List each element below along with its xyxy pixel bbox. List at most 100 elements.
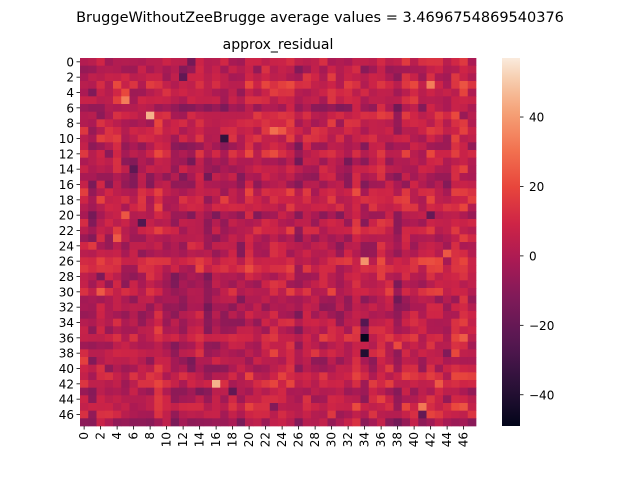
heatmap-cell bbox=[187, 203, 196, 212]
heatmap-cell bbox=[401, 364, 411, 373]
heatmap-cell bbox=[113, 403, 122, 412]
heatmap-cell bbox=[146, 219, 155, 228]
heatmap-cell bbox=[154, 280, 163, 289]
heatmap-cell bbox=[146, 234, 155, 243]
heatmap-cell bbox=[236, 387, 246, 396]
heatmap-cell bbox=[121, 326, 130, 335]
heatmap-cell bbox=[154, 88, 163, 97]
heatmap-cell bbox=[228, 295, 238, 304]
heatmap-cell bbox=[121, 203, 130, 212]
heatmap-cell bbox=[170, 157, 180, 166]
heatmap-cell bbox=[228, 226, 238, 235]
colorbar-tick-label: 40 bbox=[529, 111, 544, 125]
heatmap-cell bbox=[434, 249, 444, 258]
heatmap-cell bbox=[195, 257, 205, 266]
heatmap-cell bbox=[426, 88, 436, 97]
heatmap-cell bbox=[170, 119, 180, 128]
heatmap-cell bbox=[451, 242, 460, 251]
heatmap-cell bbox=[269, 318, 279, 327]
heatmap-cell bbox=[360, 364, 370, 373]
heatmap-cell bbox=[113, 272, 122, 281]
heatmap-cell bbox=[146, 104, 155, 113]
heatmap-cell bbox=[418, 211, 427, 220]
heatmap-cell bbox=[451, 104, 460, 113]
heatmap-cell bbox=[220, 318, 229, 327]
heatmap-cell bbox=[302, 150, 312, 159]
heatmap-cell bbox=[203, 81, 213, 90]
heatmap-cell bbox=[228, 242, 238, 251]
heatmap-cell bbox=[236, 203, 246, 212]
heatmap-cell bbox=[393, 242, 403, 251]
heatmap-cell bbox=[311, 88, 320, 97]
heatmap-cell bbox=[162, 157, 172, 166]
heatmap-cell bbox=[228, 380, 238, 389]
heatmap-cell bbox=[187, 219, 196, 228]
heatmap-cell bbox=[302, 372, 312, 381]
heatmap-cell bbox=[154, 311, 163, 320]
heatmap-cell bbox=[236, 364, 246, 373]
heatmap-cell bbox=[467, 395, 477, 404]
heatmap-cell bbox=[80, 111, 89, 120]
heatmap-cell bbox=[245, 326, 254, 335]
heatmap-cell bbox=[335, 395, 345, 404]
heatmap-cell bbox=[236, 234, 246, 243]
x-tick-label: 20 bbox=[242, 432, 256, 447]
heatmap-cell bbox=[360, 234, 370, 243]
heatmap-cell bbox=[113, 73, 122, 82]
heatmap-cell bbox=[434, 395, 444, 404]
heatmap-cell bbox=[146, 150, 155, 159]
heatmap-cell bbox=[88, 272, 97, 281]
heatmap-cell bbox=[236, 265, 246, 274]
heatmap-cell bbox=[146, 111, 155, 120]
heatmap-cell bbox=[146, 157, 155, 166]
heatmap-cell bbox=[319, 150, 328, 159]
colorbar-tick-label: −40 bbox=[529, 388, 554, 402]
heatmap-cell bbox=[393, 165, 403, 174]
heatmap-cell bbox=[418, 142, 427, 151]
heatmap-cell bbox=[129, 288, 139, 297]
heatmap-cell bbox=[294, 196, 304, 205]
heatmap-cell bbox=[451, 73, 460, 82]
heatmap-cell bbox=[245, 150, 254, 159]
heatmap-cell bbox=[360, 303, 370, 312]
x-tick-label: 24 bbox=[275, 432, 289, 447]
heatmap-cell bbox=[113, 119, 122, 128]
chart-suptitle: BruggeWithoutZeeBrugge average values = … bbox=[76, 10, 564, 26]
heatmap-cell bbox=[121, 418, 130, 427]
heatmap-cell bbox=[311, 265, 320, 274]
heatmap-cell bbox=[467, 403, 477, 412]
heatmap-cell bbox=[96, 272, 106, 281]
heatmap-cell bbox=[269, 88, 279, 97]
heatmap-cell bbox=[129, 88, 139, 97]
heatmap-cell bbox=[344, 234, 353, 243]
heatmap-cell bbox=[129, 119, 139, 128]
heatmap-cell bbox=[80, 326, 89, 335]
heatmap-cell bbox=[187, 73, 196, 82]
heatmap-cell bbox=[352, 334, 361, 343]
heatmap-cell bbox=[426, 65, 436, 74]
heatmap-cell bbox=[393, 188, 403, 197]
heatmap-cell bbox=[434, 410, 444, 419]
heatmap-cell bbox=[311, 372, 320, 381]
heatmap-cell bbox=[327, 104, 337, 113]
heatmap-cell bbox=[121, 150, 130, 159]
heatmap-cell bbox=[88, 372, 97, 381]
heatmap-cell bbox=[170, 249, 180, 258]
heatmap-cell bbox=[195, 242, 205, 251]
heatmap-cell bbox=[335, 73, 345, 82]
heatmap-cell bbox=[434, 242, 444, 251]
heatmap-cell bbox=[401, 372, 411, 381]
heatmap-cell bbox=[104, 104, 114, 113]
heatmap-cell bbox=[377, 219, 386, 228]
heatmap-cell bbox=[319, 234, 328, 243]
heatmap-cell bbox=[187, 180, 196, 189]
heatmap-cell bbox=[203, 157, 213, 166]
heatmap-cell bbox=[286, 295, 295, 304]
heatmap-cell bbox=[220, 203, 229, 212]
heatmap-cell bbox=[410, 65, 419, 74]
heatmap-cell bbox=[203, 364, 213, 373]
heatmap-cell bbox=[129, 372, 139, 381]
heatmap-cell bbox=[385, 295, 394, 304]
heatmap-cell bbox=[426, 134, 436, 143]
heatmap-cell bbox=[137, 349, 147, 358]
